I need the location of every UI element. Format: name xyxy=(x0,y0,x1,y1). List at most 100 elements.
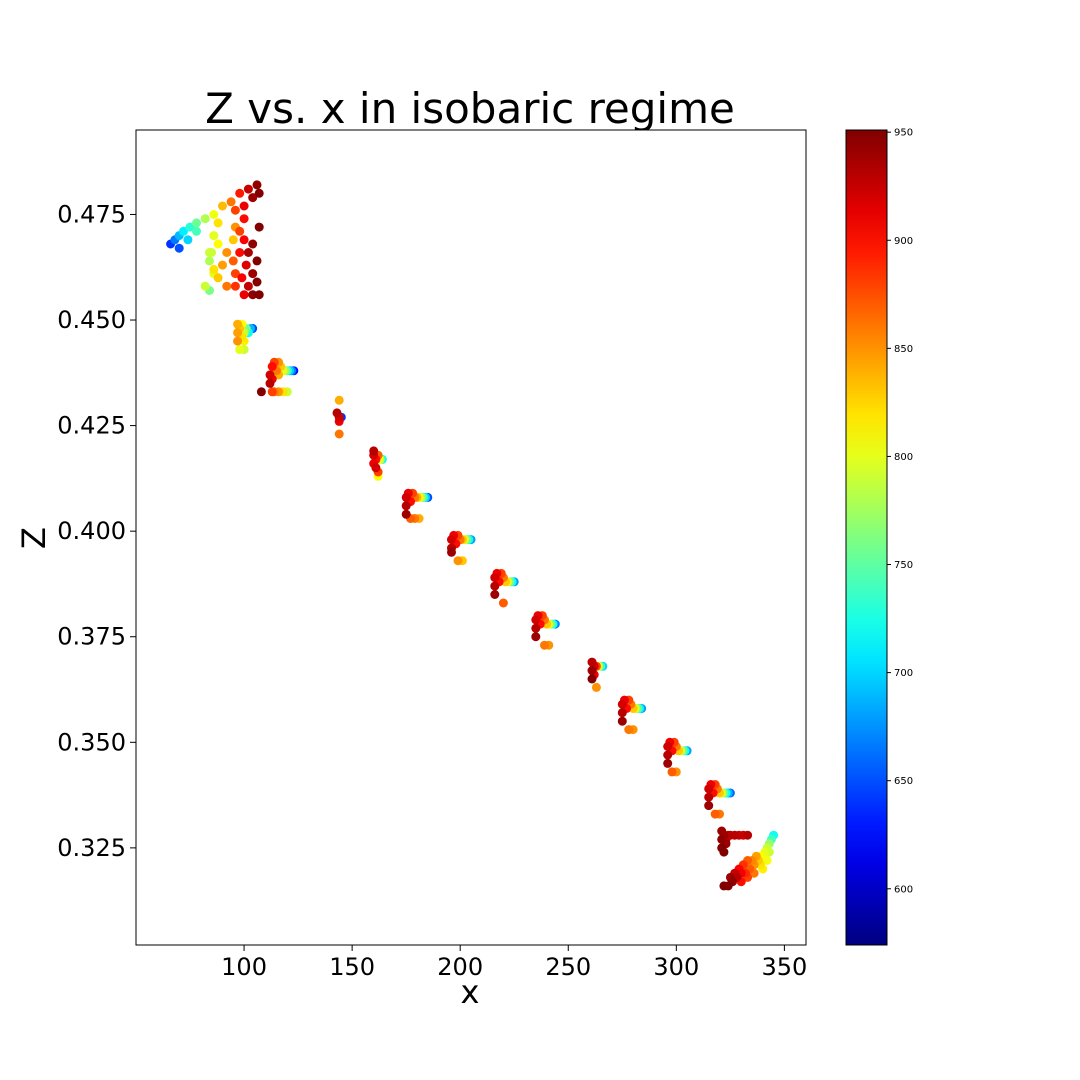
data-point xyxy=(243,281,253,291)
data-point xyxy=(617,708,627,718)
data-point xyxy=(587,657,597,667)
data-point xyxy=(531,632,541,642)
cluster-x100 xyxy=(233,319,258,355)
cluster-x177 xyxy=(401,488,433,523)
colorbar-tick-label: 700 xyxy=(894,668,913,679)
y-tick-label: 0.325 xyxy=(57,834,126,862)
colorbar-tick-label: 750 xyxy=(894,560,913,571)
data-point xyxy=(710,809,720,819)
data-point xyxy=(334,395,344,405)
data-point xyxy=(591,682,601,692)
data-point xyxy=(209,210,219,219)
data-point xyxy=(704,784,714,794)
data-point xyxy=(209,231,219,241)
data-point xyxy=(192,218,201,228)
data-point xyxy=(209,264,219,274)
data-point xyxy=(617,716,627,726)
data-point xyxy=(230,281,240,291)
data-point xyxy=(205,256,214,266)
data-point xyxy=(243,248,253,257)
data-point xyxy=(453,556,463,566)
data-point xyxy=(222,281,232,291)
colorbar-tick-label: 650 xyxy=(894,776,913,787)
data-point xyxy=(401,492,411,502)
x-axis-ticks: 100 150 200 250 300 350 xyxy=(221,945,807,981)
data-point xyxy=(248,193,258,203)
colorbar-gradient xyxy=(846,130,887,945)
data-point xyxy=(252,256,262,266)
data-point xyxy=(222,248,232,257)
data-point xyxy=(531,623,541,633)
data-point xyxy=(267,362,277,371)
data-point xyxy=(179,226,188,236)
data-point xyxy=(587,674,597,684)
data-point xyxy=(192,226,201,236)
data-point xyxy=(228,235,238,245)
y-tick-label: 0.375 xyxy=(57,623,126,651)
data-point xyxy=(663,750,673,760)
colorbar: 600 650 700 750 800 850 900 950 xyxy=(845,128,913,946)
cluster-x198 xyxy=(447,530,476,566)
data-point xyxy=(490,581,500,591)
data-point xyxy=(235,188,245,198)
data-point xyxy=(200,281,210,291)
data-point xyxy=(254,222,264,232)
y-tick-label: 0.475 xyxy=(57,200,126,228)
data-point xyxy=(447,535,456,545)
data-point xyxy=(723,881,733,891)
data-point xyxy=(230,269,240,279)
data-point xyxy=(200,214,210,224)
data-point xyxy=(243,184,253,194)
data-point xyxy=(241,260,251,270)
colorbar-tick-label: 850 xyxy=(894,344,913,355)
x-tick-label: 100 xyxy=(221,953,267,981)
data-point xyxy=(233,336,243,346)
x-tick-label: 300 xyxy=(653,953,699,981)
data-point xyxy=(213,239,223,249)
data-point xyxy=(213,218,223,228)
data-point xyxy=(531,615,541,625)
y-tick-label: 0.400 xyxy=(57,517,126,545)
data-point xyxy=(218,260,227,270)
data-point xyxy=(617,699,627,709)
x-tick-label: 350 xyxy=(761,953,807,981)
data-point xyxy=(207,248,217,257)
colorbar-tick-label: 600 xyxy=(894,884,913,895)
data-points xyxy=(166,180,779,891)
data-point xyxy=(719,847,729,857)
cluster-x115 xyxy=(256,357,299,397)
data-point xyxy=(218,201,227,211)
data-point xyxy=(239,214,249,224)
cluster-x144 xyxy=(332,395,346,439)
data-point xyxy=(233,328,243,338)
data-point xyxy=(663,758,673,768)
data-point xyxy=(717,834,727,844)
data-point xyxy=(174,243,184,253)
data-point xyxy=(239,290,249,300)
x-tick-label: 150 xyxy=(329,953,375,981)
data-point xyxy=(252,277,262,287)
data-point xyxy=(490,590,500,599)
y-tick-label: 0.450 xyxy=(57,306,126,334)
data-point xyxy=(587,666,597,675)
data-point xyxy=(762,856,772,865)
data-point xyxy=(540,640,549,650)
cluster-x317 xyxy=(704,780,735,819)
data-point xyxy=(239,235,249,245)
cluster-x161 xyxy=(369,446,387,481)
data-point xyxy=(239,201,249,211)
data-point xyxy=(334,429,344,439)
cluster-x218 xyxy=(490,568,519,608)
colorbar-tick-label: 900 xyxy=(894,236,913,247)
data-point xyxy=(498,598,508,608)
y-tick-label: 0.425 xyxy=(57,412,126,440)
data-point xyxy=(743,830,753,840)
data-point xyxy=(235,226,245,236)
chart-title: Z vs. x in isobaric regime xyxy=(205,84,735,133)
cluster-x262 xyxy=(587,657,608,692)
data-point xyxy=(265,370,275,380)
y-axis-label: Z xyxy=(15,527,53,549)
data-point xyxy=(228,256,238,266)
cluster-x237 xyxy=(531,611,560,650)
